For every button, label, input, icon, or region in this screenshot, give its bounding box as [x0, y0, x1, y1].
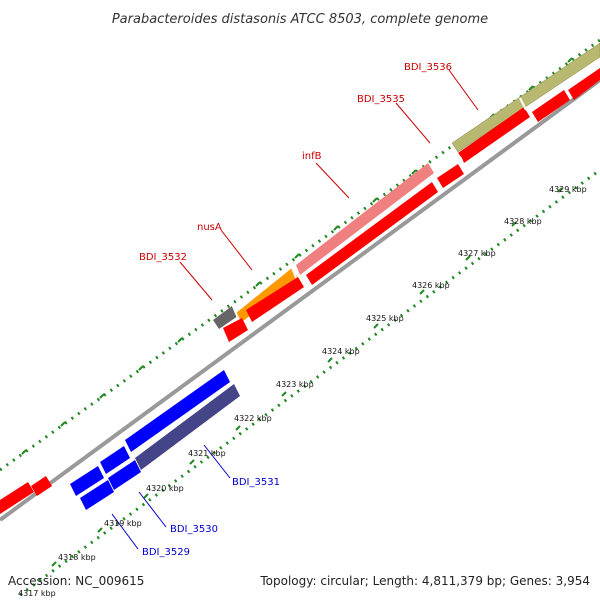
gene-infb2-red[interactable] [437, 164, 464, 188]
summary-text: Topology: circular; Length: 4,811,379 bp… [259, 574, 590, 588]
gene-bdi-3536-red[interactable] [532, 90, 570, 122]
gene-left-red-2[interactable] [31, 476, 52, 496]
tick-label: 4323 kbp [276, 380, 314, 389]
tick-label: 4317 kbp [18, 589, 56, 598]
gene-bdi-3532-red[interactable] [223, 318, 248, 342]
tick-labels: 4317 kbp 4318 kbp 4319 kbp 4320 kbp 4321… [18, 185, 587, 598]
tick-label: 4328 kbp [504, 217, 542, 226]
gene-bdi-3536b-red[interactable] [568, 68, 600, 100]
tick-label: 4329 kbp [549, 185, 587, 194]
gene-bdi-3535-red[interactable] [458, 107, 530, 163]
gene-bdi-3531-blue[interactable] [125, 370, 230, 452]
gene-bdi-3530b-blue[interactable] [108, 460, 141, 490]
outer-ticks [21, 57, 573, 455]
inner-ticks [51, 187, 563, 567]
gene-leader-lines [111, 69, 479, 550]
tick-label: 4324 kbp [322, 347, 360, 356]
outer-dotted-guide [0, 38, 600, 472]
tick-label: 4320 kbp [146, 484, 184, 493]
gene-label[interactable]: BDI_3535 [357, 94, 405, 105]
gene-label[interactable]: nusA [197, 222, 222, 233]
tick-label: 4325 kbp [366, 314, 404, 323]
gene-label[interactable]: BDI_3530 [170, 524, 218, 535]
gene-bdi-3529b-blue[interactable] [80, 480, 114, 510]
gene-nusa-red[interactable] [246, 277, 304, 322]
tick-label: 4321 kbp [188, 449, 226, 458]
tick-label: 4322 kbp [234, 414, 272, 423]
gene-labels: BDI_3536 BDI_3535 infB nusA BDI_3532 BDI… [139, 62, 452, 558]
gene-bdi-3536-upper[interactable] [451, 42, 600, 153]
tick-label: 4327 kbp [458, 249, 496, 258]
gene-label[interactable]: BDI_3536 [404, 62, 452, 73]
gene-label[interactable]: BDI_3529 [142, 547, 190, 558]
gene-bdi-3531-dark[interactable] [135, 384, 240, 470]
tick-label: 4326 kbp [412, 281, 450, 290]
gene-bdi-3530-blue[interactable] [100, 446, 130, 474]
gene-infb-red[interactable] [306, 182, 438, 285]
gene-bdi-3529-blue[interactable] [70, 466, 104, 496]
gene-separators [231, 97, 527, 319]
gene-bdi-3532-upper[interactable] [213, 306, 238, 329]
tick-label: 4318 kbp [58, 553, 96, 562]
gene-left-red-1[interactable] [0, 482, 34, 514]
map-title: Parabacteroides distasonis ATCC 8503, co… [112, 12, 488, 27]
accession-text: Accession: NC_009615 [8, 574, 144, 588]
genome-backbone [0, 78, 600, 522]
gene-infb-upper[interactable] [296, 163, 434, 275]
gene-label[interactable]: infB [302, 151, 322, 162]
gene-label[interactable]: BDI_3531 [232, 477, 280, 488]
gene-label[interactable]: BDI_3532 [139, 252, 187, 263]
tick-label: 4319 kbp [104, 519, 142, 528]
